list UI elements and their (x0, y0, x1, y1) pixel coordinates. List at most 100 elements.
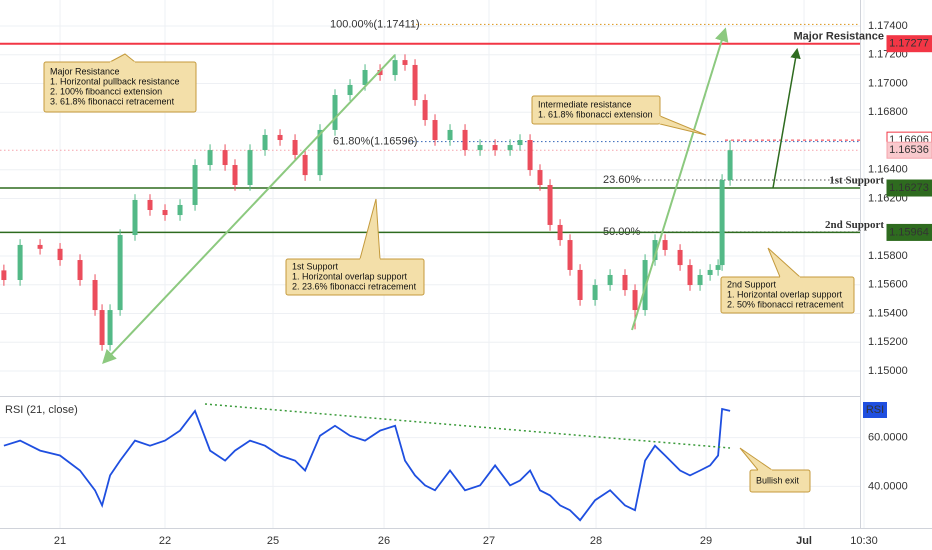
rsi-tick-label: 60.0000 (868, 432, 908, 444)
candle-body (727, 150, 733, 180)
callout-text: 2nd Support (727, 279, 777, 289)
y-tick-label: 1.15400 (868, 307, 908, 319)
candle-body (57, 248, 63, 261)
candle-body (492, 145, 498, 151)
candle-body (557, 224, 563, 241)
candle-body (677, 249, 683, 266)
candle-body (347, 84, 353, 96)
fib-label: 23.60% (603, 174, 641, 186)
callout-box (285, 258, 425, 296)
rsi-badge-label: RSI (866, 404, 884, 416)
price-tag (886, 223, 932, 241)
candle-body (517, 140, 523, 146)
candle-body (462, 129, 468, 151)
callout-text: 1. Horizontal overlap support (727, 289, 843, 299)
y-tick-label: 1.17000 (868, 77, 908, 89)
y-tick-label: 1.15600 (868, 279, 908, 291)
x-tick-label: 27 (483, 535, 495, 547)
callout-text: 1. 61.8% fibonacci extension (538, 109, 653, 119)
candle-body (77, 260, 83, 281)
candle-body (547, 184, 553, 225)
candle-body (577, 269, 583, 300)
candle-body (147, 199, 153, 211)
callout-text: 1. Horizontal pullback resistance (50, 76, 180, 86)
callout-text: 2. 23.6% fibonacci retracement (292, 281, 417, 291)
candle-body (362, 70, 368, 85)
candle-body (622, 274, 628, 291)
candle-body (477, 145, 483, 151)
candle-body (687, 265, 693, 286)
candle-body (715, 265, 721, 270)
callout-text: 1. Horizontal overlap support (292, 271, 408, 281)
candle-body (652, 240, 658, 261)
candle-body (412, 64, 418, 101)
candle-body (247, 150, 253, 185)
target-arrow (772, 47, 801, 189)
candle-body (317, 129, 323, 176)
candle-body (707, 269, 713, 275)
callout-box (749, 469, 811, 493)
candle-body (432, 120, 438, 141)
candle-body (719, 179, 725, 266)
callout-text: Intermediate resistance (538, 99, 632, 109)
candle-body (662, 240, 668, 250)
x-tick-label: 26 (378, 535, 390, 547)
candle-body (262, 134, 268, 151)
candle-body (1, 270, 7, 281)
candle-body (527, 140, 533, 171)
candle-body (332, 95, 338, 130)
x-tick-label: 22 (159, 535, 171, 547)
candle-body (292, 140, 298, 155)
swing-arrow (102, 54, 396, 365)
x-tick-label: 10:30 (850, 535, 878, 547)
y-tick-label: 1.15000 (868, 365, 908, 377)
callout-text: 1st Support (292, 261, 339, 271)
rsi-label: RSI (21, close) (5, 404, 78, 416)
x-tick-label: 25 (267, 535, 279, 547)
price-tag (886, 35, 932, 53)
fib-label: 61.80%(1.16596) (333, 135, 417, 147)
y-tick-label: 1.15200 (868, 336, 908, 348)
candle-body (592, 285, 598, 300)
candle-body (422, 100, 428, 121)
candle-body (162, 210, 168, 216)
fib-label: 100.00%(1.17411) (330, 18, 420, 30)
price-tag-label: 1.17277 (889, 38, 929, 50)
candle-body (377, 70, 383, 76)
candle-body (537, 170, 543, 185)
candle-body (99, 310, 105, 345)
price-tag-label: 1.15964 (889, 226, 929, 238)
y-tick-label: 1.17400 (868, 20, 908, 32)
callout-text: Bullish exit (756, 475, 800, 485)
candle-body (92, 280, 98, 311)
candle-body (697, 274, 703, 286)
extension-arrow (631, 27, 729, 331)
callout: Bullish exit (739, 447, 811, 493)
candle-body (222, 150, 228, 166)
level-name: 1st Support (829, 175, 884, 187)
candle-body (392, 60, 398, 76)
candle-body (37, 244, 43, 249)
candle-body (132, 199, 138, 236)
price-tag-label: 1.16273 (889, 182, 929, 194)
candle-body (177, 204, 183, 216)
x-tick-label: Jul (796, 535, 812, 547)
candle-body (402, 60, 408, 65)
price-tag (886, 179, 932, 197)
price-tag-label: 1.16536 (889, 144, 929, 156)
x-tick-label: 21 (54, 535, 66, 547)
rsi-line (3, 407, 731, 522)
y-tick-label: 1.15800 (868, 250, 908, 262)
callout-text: 2. 100% fiboancci extension (50, 86, 162, 96)
callout-box (531, 95, 661, 125)
candle-body (447, 129, 453, 141)
y-tick-label: 1.16400 (868, 164, 908, 176)
candle-body (17, 244, 23, 281)
candle-body (632, 290, 638, 311)
callout-text: Major Resistance (50, 66, 120, 76)
rsi-badge (863, 402, 887, 418)
